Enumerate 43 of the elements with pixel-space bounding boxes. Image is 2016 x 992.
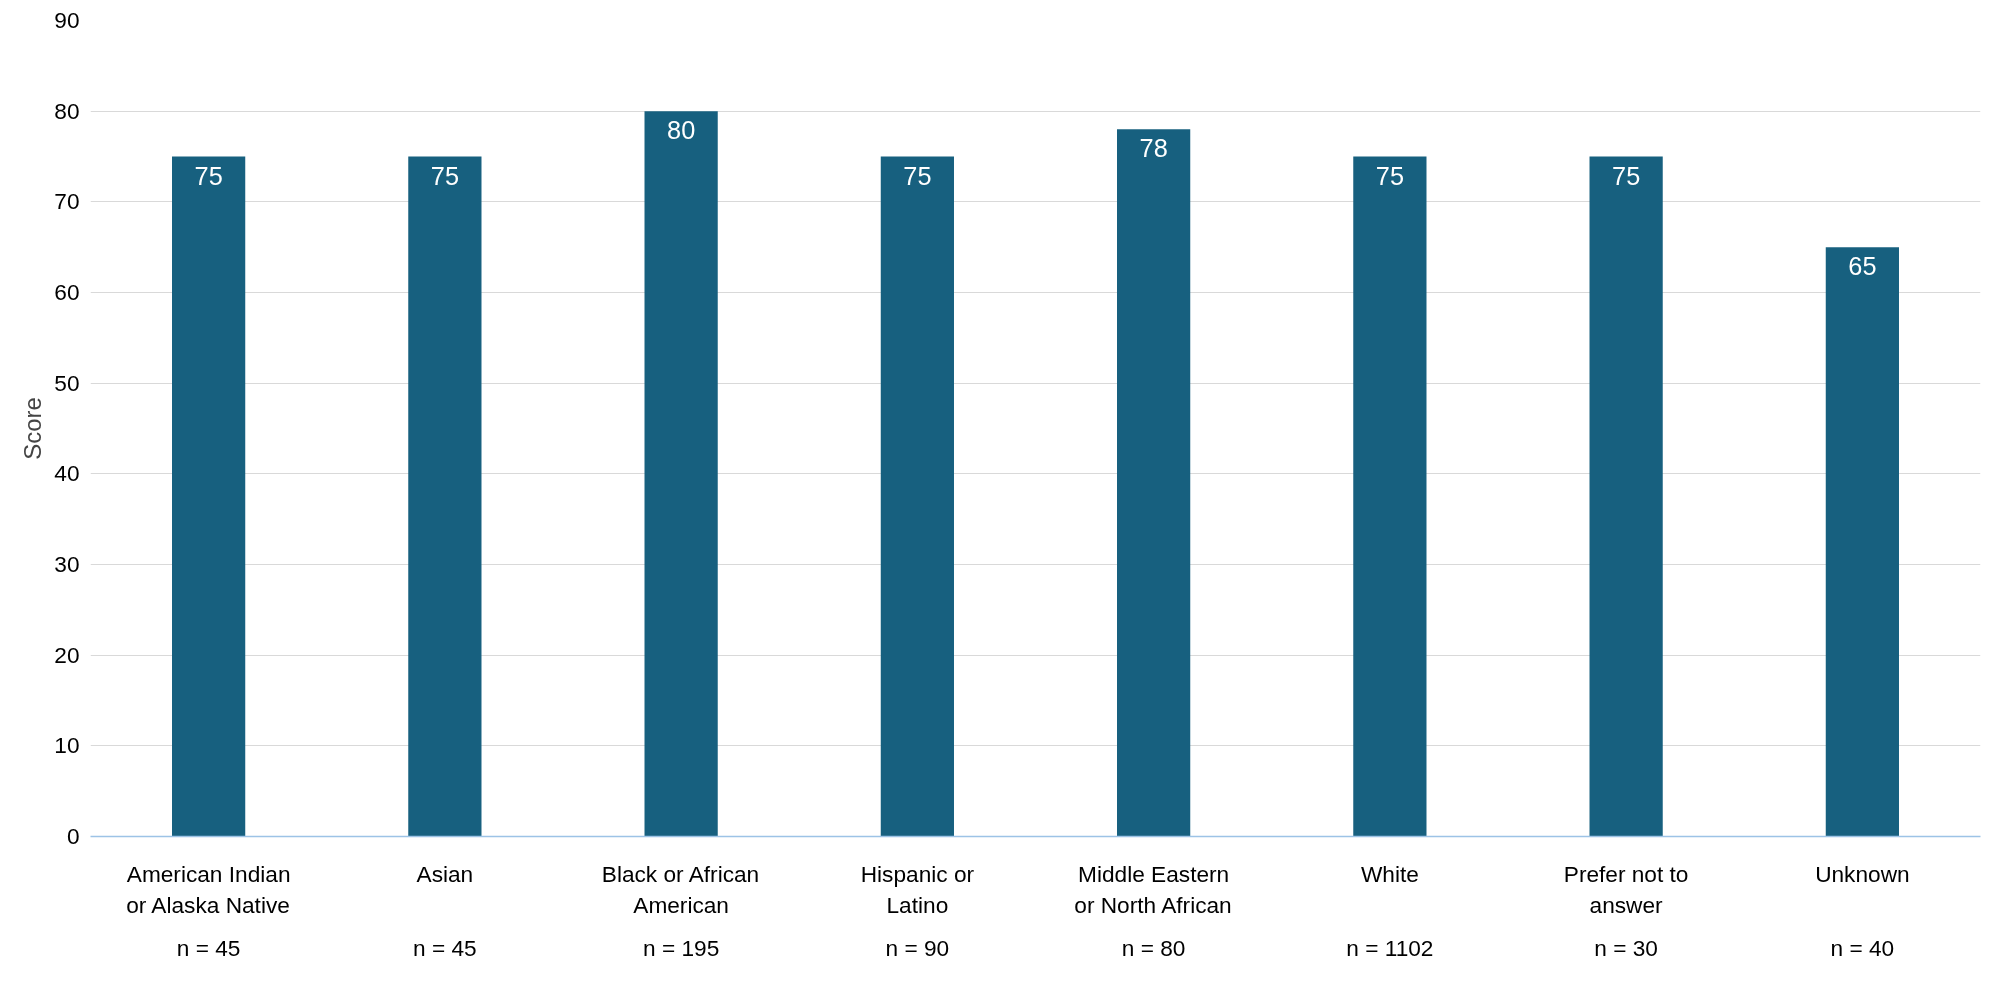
data-label: 75: [903, 161, 932, 190]
text: n = 90: [885, 935, 950, 961]
bar: [1589, 156, 1663, 837]
text: n = 80: [1121, 935, 1186, 961]
text: n = 45: [176, 935, 241, 961]
data-label: 75: [1612, 161, 1641, 190]
text: n = 1102: [1346, 935, 1434, 961]
x-tick-label: Black or African American: [601, 860, 760, 918]
y-tick-label: 30: [54, 551, 80, 577]
y-tick-label: 90: [54, 7, 80, 33]
x-tick-label: Asian: [416, 860, 474, 887]
y-tick-label: 80: [54, 97, 80, 124]
y-tick-label: 50: [54, 369, 80, 396]
data-label: 65: [1848, 252, 1877, 281]
bar: [408, 156, 482, 837]
bar: [1353, 156, 1427, 837]
x-tick-label: Unknown: [1815, 860, 1910, 887]
data-label: 75: [1375, 161, 1404, 190]
data-label: 78: [1139, 134, 1168, 163]
y-tick-label: 0: [66, 823, 80, 849]
bar: [1825, 247, 1899, 837]
bar: [644, 111, 718, 837]
text: n = 30: [1594, 935, 1658, 961]
data-label: 75: [430, 161, 459, 190]
y-axis-title: Score: [19, 397, 47, 460]
x-tick-label: Prefer not to answer: [1563, 860, 1689, 918]
text: n = 40: [1830, 935, 1895, 961]
text: n = 45: [413, 935, 477, 961]
bar: [1117, 129, 1191, 837]
data-label: 80: [667, 116, 696, 145]
x-tick-label: White: [1360, 860, 1419, 887]
y-tick-label: 70: [54, 188, 80, 215]
bar: [172, 156, 246, 837]
y-tick-label: 20: [54, 641, 80, 668]
x-tick-label: American Indian or Alaska Native: [126, 860, 291, 918]
y-tick-label: 40: [54, 460, 80, 487]
text: n = 195: [643, 935, 720, 961]
x-tick-label: Hispanic or Latino: [860, 860, 975, 918]
y-tick-label: 10: [54, 732, 80, 759]
data-label: 75: [194, 161, 223, 190]
bar: [880, 156, 954, 837]
x-tick-label: Middle Eastern or North African: [1074, 860, 1232, 918]
y-tick-label: 60: [54, 279, 80, 305]
